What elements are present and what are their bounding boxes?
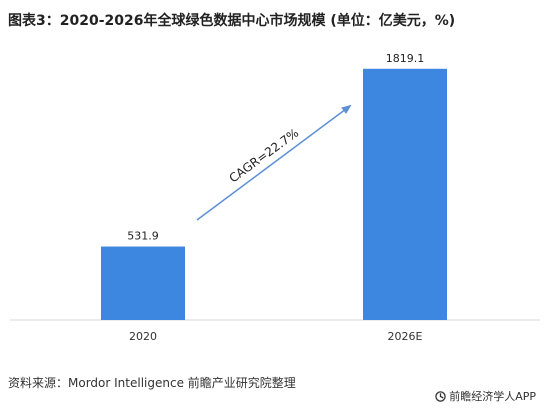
bar-2026E	[363, 68, 447, 320]
value-label-2026E: 1819.1	[386, 52, 425, 65]
cagr-annotation: CAGR=22.7%	[227, 126, 302, 186]
brand-footer: 前瞻经济学人APP	[435, 388, 536, 404]
cagr-arrow	[196, 104, 352, 221]
source-note: 资料来源：Mordor Intelligence 前瞻产业研究院整理	[8, 376, 296, 390]
x-tick-label-2026E: 2026E	[388, 330, 423, 343]
brand-name: 前瞻经济学人APP	[449, 390, 536, 403]
qianzhan-logo-icon	[435, 390, 446, 402]
bar-2020	[101, 246, 185, 320]
chart-title: 图表3：2020-2026年全球绿色数据中心市场规模 (单位：亿美元，%)	[8, 13, 456, 29]
value-label-2020: 531.9	[127, 230, 159, 243]
x-tick-label-2020: 2020	[129, 330, 157, 343]
